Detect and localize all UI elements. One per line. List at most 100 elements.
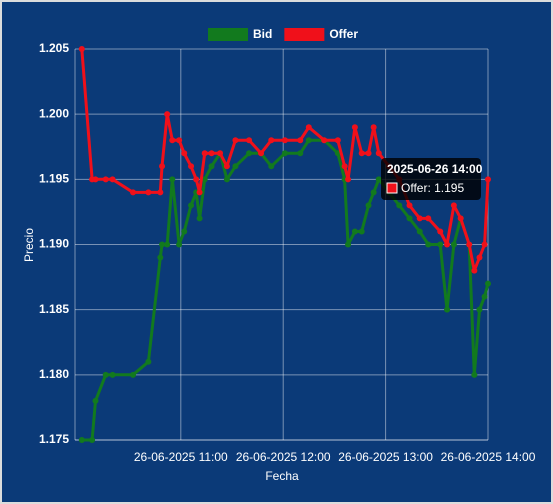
data-point <box>181 150 188 157</box>
legend-label: Offer <box>329 27 358 41</box>
data-point <box>232 163 239 170</box>
y-tick-label: 1.205 <box>39 41 69 55</box>
data-point <box>351 228 358 235</box>
data-point <box>345 241 352 248</box>
data-point <box>358 228 365 235</box>
y-tick-label: 1.195 <box>39 172 69 186</box>
data-point <box>425 241 432 248</box>
data-point <box>145 358 152 365</box>
data-point <box>188 163 195 170</box>
data-point <box>145 189 152 196</box>
data-point <box>201 176 208 183</box>
tooltip-swatch <box>386 182 398 194</box>
tooltip-title: 2025-06-26 14:00 <box>387 162 483 176</box>
data-point <box>305 137 312 144</box>
data-point <box>485 176 491 183</box>
data-point <box>109 176 116 183</box>
data-point <box>345 176 352 183</box>
data-point <box>109 371 116 378</box>
x-tick-label: 26-06-2025 13:00 <box>338 450 433 464</box>
data-point <box>365 150 372 157</box>
data-point <box>102 176 109 183</box>
data-point <box>89 437 96 443</box>
data-point <box>268 163 275 170</box>
data-point <box>92 176 99 183</box>
data-point <box>196 215 203 222</box>
data-point <box>268 137 275 144</box>
data-point <box>481 293 488 300</box>
data-point <box>164 111 171 118</box>
data-point <box>358 150 365 157</box>
data-point <box>176 241 183 248</box>
data-point <box>281 150 288 157</box>
data-point <box>406 215 413 222</box>
data-point <box>193 176 200 183</box>
data-point <box>159 241 166 248</box>
y-tick-label: 1.200 <box>39 106 69 120</box>
data-point <box>406 202 413 209</box>
data-point <box>246 137 253 144</box>
data-point <box>396 202 403 209</box>
data-point <box>321 137 328 144</box>
data-point <box>444 306 451 313</box>
data-point <box>351 124 358 131</box>
data-point <box>176 137 183 144</box>
y-axis-title: Precio <box>22 228 36 262</box>
data-point <box>208 163 215 170</box>
data-point <box>102 371 109 378</box>
data-point <box>208 150 215 157</box>
data-point <box>281 137 288 144</box>
data-point <box>169 176 176 183</box>
data-point <box>416 228 423 235</box>
data-point <box>471 371 478 378</box>
data-point <box>297 137 304 144</box>
x-tick-label: 26-06-2025 11:00 <box>134 450 228 464</box>
data-point <box>232 137 239 144</box>
data-point <box>196 189 203 196</box>
data-point <box>159 163 166 170</box>
data-point <box>341 163 348 170</box>
data-point <box>365 202 372 209</box>
y-tick-label: 1.180 <box>39 367 69 381</box>
legend-label: Bid <box>253 27 272 41</box>
data-point <box>370 124 377 131</box>
data-point <box>375 150 382 157</box>
data-point <box>78 437 85 443</box>
data-point <box>450 202 457 209</box>
data-point <box>437 228 444 235</box>
data-point <box>485 280 491 287</box>
data-point <box>457 215 464 222</box>
x-tick-label: 26-06-2025 12:00 <box>236 450 331 464</box>
data-point <box>164 241 171 248</box>
tooltip-box <box>381 158 481 200</box>
data-point <box>375 176 382 183</box>
data-point <box>223 176 230 183</box>
data-point <box>258 150 265 157</box>
y-tick-label: 1.185 <box>39 302 69 316</box>
data-point <box>471 267 478 274</box>
data-point <box>188 202 195 209</box>
data-point <box>78 46 85 52</box>
tooltip: 2025-06-26 14:00 Offer: 1.195 <box>381 158 483 200</box>
data-point <box>466 241 473 248</box>
data-point <box>476 254 483 261</box>
data-point <box>305 124 312 131</box>
data-point <box>223 163 230 170</box>
legend-swatch <box>284 28 325 41</box>
data-point <box>444 241 451 248</box>
data-point <box>481 241 488 248</box>
legend-swatch <box>208 28 248 41</box>
data-point <box>130 371 137 378</box>
data-point <box>181 228 188 235</box>
y-tick-label: 1.175 <box>39 432 69 446</box>
data-point <box>476 306 483 313</box>
data-point <box>370 189 377 196</box>
data-point <box>450 241 457 248</box>
data-point <box>92 397 99 404</box>
data-point <box>130 189 137 196</box>
data-point <box>157 254 164 261</box>
data-point <box>297 150 304 157</box>
x-axis-title: Fecha <box>265 469 299 483</box>
data-point <box>425 215 432 222</box>
